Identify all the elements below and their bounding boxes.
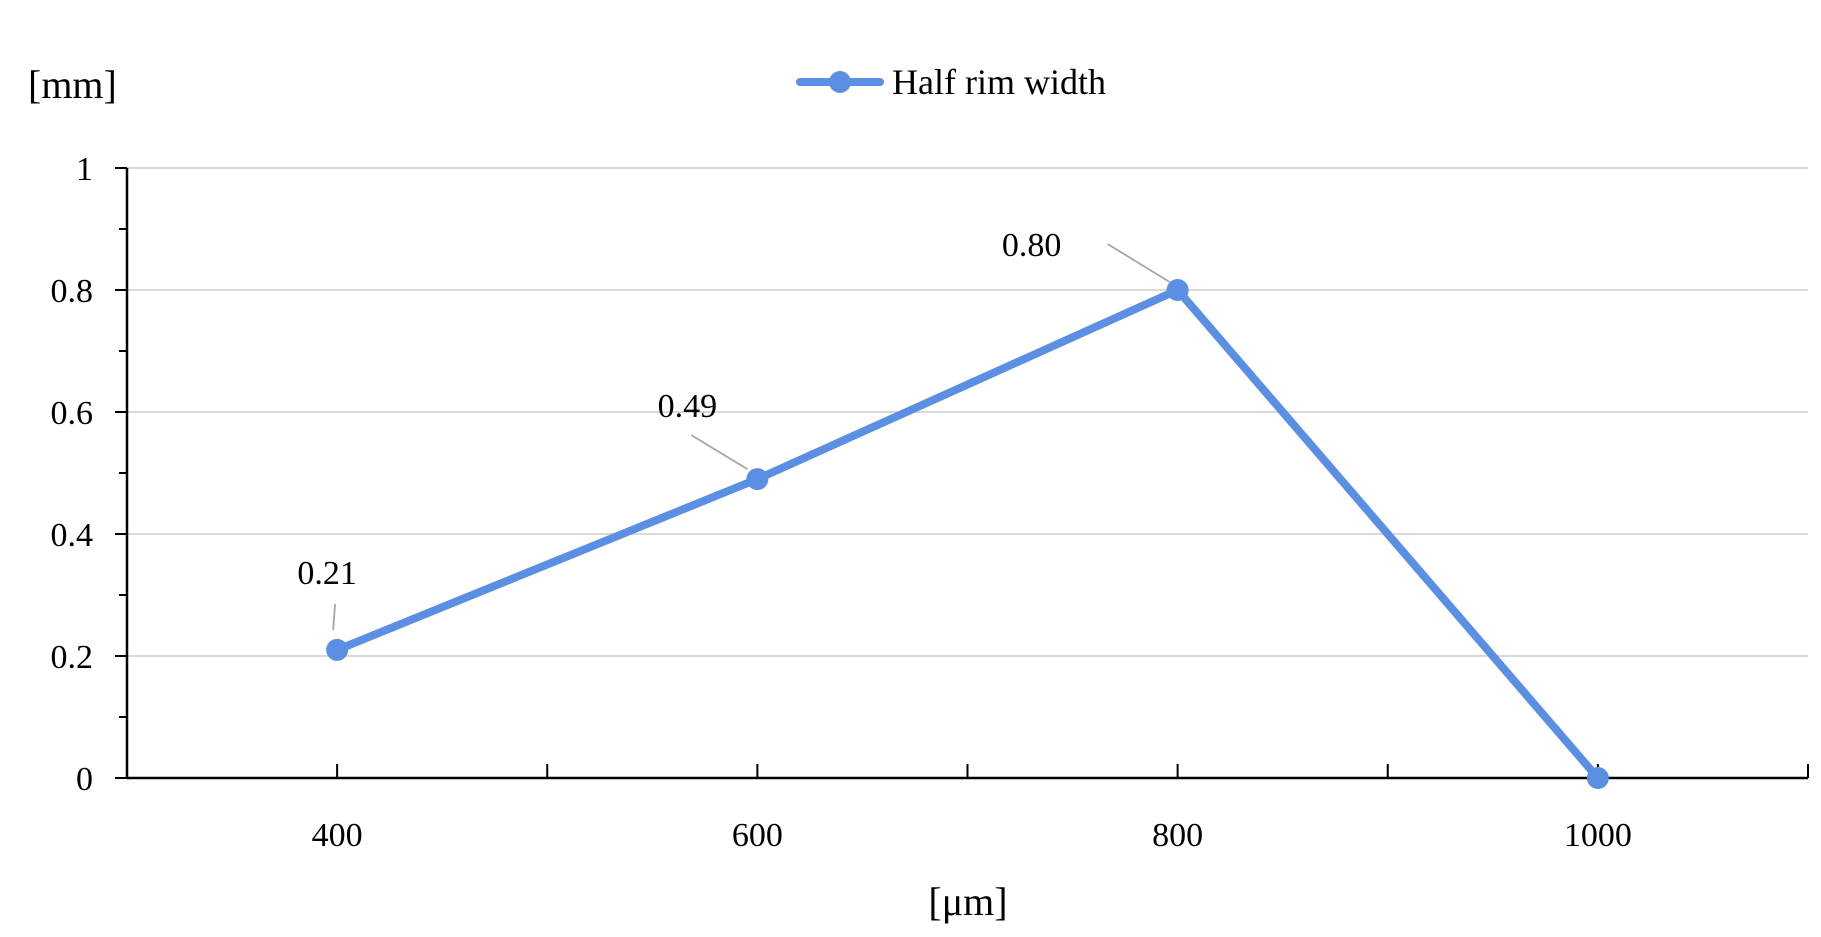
x-tick-label: 600 <box>732 817 783 854</box>
y-axis-unit-label: [mm] <box>28 62 117 107</box>
y-tick-label: 0.4 <box>51 517 94 554</box>
legend-label: Half rim width <box>892 62 1106 102</box>
legend: Half rim width <box>796 62 1106 102</box>
y-tick-label: 0.6 <box>51 395 94 432</box>
data-point <box>1586 767 1609 789</box>
x-axis-unit-label: [μm] <box>928 879 1007 924</box>
data-label: 0.80 <box>1002 227 1062 264</box>
data-point <box>746 468 769 491</box>
tick-labels: 0 0.2 0.4 0.6 0.8 1 400 600 800 1000 <box>51 151 1632 854</box>
x-tick-label: 1000 <box>1564 817 1632 854</box>
data-point <box>1166 279 1189 301</box>
y-tick-label: 0.8 <box>51 273 94 310</box>
data-labels: 0.21 0.49 0.80 <box>297 227 1171 630</box>
x-tick-label: 400 <box>312 817 363 854</box>
y-tick-label: 0.2 <box>51 639 94 676</box>
data-label-leader <box>1107 243 1171 283</box>
data-label-leader <box>690 434 748 470</box>
series-layer <box>326 279 1609 789</box>
y-tick-label: 1 <box>76 151 93 188</box>
series-line <box>333 286 1602 782</box>
axes <box>115 167 1809 780</box>
x-tick-label: 800 <box>1152 817 1203 854</box>
data-label: 0.49 <box>658 388 718 425</box>
y-tick-label: 0 <box>76 761 93 798</box>
grid-lines <box>127 167 1808 657</box>
data-label-leader <box>332 603 337 630</box>
data-point <box>326 638 349 661</box>
legend-marker <box>829 71 851 93</box>
data-label: 0.21 <box>297 555 357 592</box>
